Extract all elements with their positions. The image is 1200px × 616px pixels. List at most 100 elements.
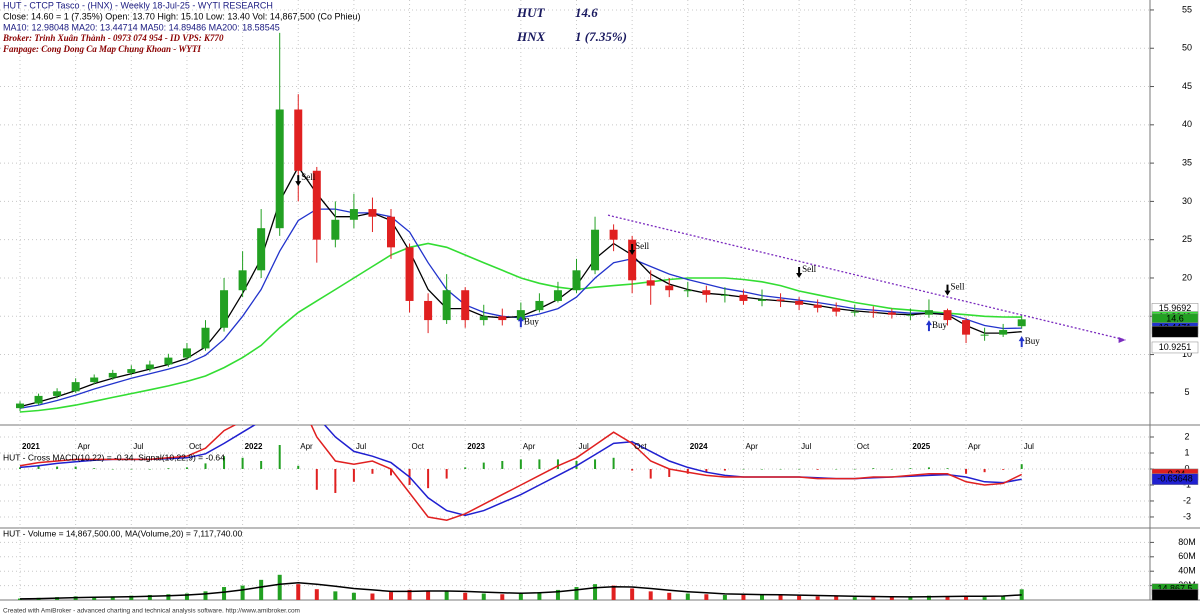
candle-body xyxy=(182,348,191,358)
candle-body xyxy=(294,109,303,171)
x-tick-label: 2024 xyxy=(690,442,708,451)
marks xyxy=(16,32,1126,600)
trendline xyxy=(607,214,1126,341)
candle-body xyxy=(349,209,358,220)
value-label: 7,117,74 xyxy=(1158,589,1192,599)
x-tick-label: Jul xyxy=(356,442,366,451)
x-tick-label: Apr xyxy=(523,442,536,451)
signal-label: Sell xyxy=(802,264,817,274)
volume-bar xyxy=(741,594,746,600)
volume-bar xyxy=(871,597,876,600)
value-label-box xyxy=(1151,325,1199,338)
candle-body xyxy=(609,229,618,240)
candle-body xyxy=(145,364,154,370)
volume-bar xyxy=(889,597,894,600)
candle-body xyxy=(108,372,117,378)
candle-body xyxy=(53,391,62,396)
x-tick-label: Jul xyxy=(579,442,589,451)
histogram-bar xyxy=(445,468,448,479)
volume-bar xyxy=(555,589,560,600)
y-tick-label: 2 xyxy=(1184,431,1189,441)
volume-bar xyxy=(277,574,282,600)
volume-bar xyxy=(778,594,783,600)
x-tick-label: 2022 xyxy=(245,442,263,451)
candle-body xyxy=(442,290,451,321)
histogram-bar xyxy=(798,468,801,470)
candle-body xyxy=(813,304,822,308)
histogram-bar xyxy=(278,444,281,469)
candle-body xyxy=(71,382,80,392)
candle-body xyxy=(999,330,1008,335)
volume-bar xyxy=(166,594,171,600)
histogram-bar xyxy=(464,467,467,469)
y-tick-label: 20 xyxy=(1182,272,1192,282)
value-label: -0.63648 xyxy=(1157,474,1193,484)
line xyxy=(19,581,1022,600)
candle-body xyxy=(387,216,395,248)
histogram-bar xyxy=(853,468,856,470)
histogram-bar xyxy=(705,468,708,473)
volume-bar xyxy=(184,593,189,600)
candle-body xyxy=(164,357,173,365)
histogram-bar xyxy=(761,468,763,470)
x-tick-label: Jul xyxy=(1024,442,1034,451)
candle-body xyxy=(331,219,340,240)
header-line: Fanpage: Cong Dong Ca Map Chung Khoan - … xyxy=(2,44,201,54)
x-tick-label: Apr xyxy=(968,442,981,451)
histogram-bar xyxy=(223,456,226,469)
histogram-bar xyxy=(501,460,504,469)
candle-body xyxy=(275,109,284,229)
volume-bar xyxy=(463,592,468,600)
y-tick-label: 35 xyxy=(1182,157,1192,167)
candle-body xyxy=(758,299,766,301)
volume-bar xyxy=(815,596,820,600)
histogram-bar xyxy=(74,466,77,469)
x-tick-label: Apr xyxy=(745,442,758,451)
volume-bar xyxy=(147,594,152,600)
histogram-bar xyxy=(594,459,597,469)
value-label: 10.9251 xyxy=(1159,342,1192,352)
histogram-bar xyxy=(111,468,114,470)
candle-body xyxy=(906,314,915,316)
header-line: HUT - CTCP Tasco - (HNX) - Weekly 18-Jul… xyxy=(3,0,273,10)
volume-bar xyxy=(926,595,931,600)
volume-bar xyxy=(574,587,579,600)
candle-body xyxy=(887,312,896,315)
volume-bar xyxy=(982,597,987,600)
histogram-bar xyxy=(390,468,392,476)
candle-body xyxy=(943,310,952,321)
volume-bar xyxy=(129,595,134,600)
x-tick-label: 2023 xyxy=(467,442,485,451)
histogram-bar xyxy=(612,457,615,469)
macd-title: HUT - Cross MACD(10,22) = -0.34, Signal(… xyxy=(3,452,225,462)
candle-body xyxy=(368,209,377,217)
candle-body xyxy=(16,403,24,409)
x-tick-label: Oct xyxy=(412,442,425,451)
volume-bar xyxy=(704,594,709,600)
candle-body xyxy=(479,316,488,321)
volume-bar xyxy=(500,594,505,600)
x-tick-label: Apr xyxy=(300,442,313,451)
volume-bar xyxy=(92,597,97,600)
histogram-bar xyxy=(185,467,188,469)
histogram-bar xyxy=(890,468,893,470)
y-tick-label: 50 xyxy=(1182,43,1192,53)
histogram-bar xyxy=(297,465,300,469)
header-line: MA10: 12.98048 MA20: 13.44714 MA50: 14.8… xyxy=(3,22,280,32)
x-tick-label: 2025 xyxy=(912,442,930,451)
y-tick-label: 25 xyxy=(1182,234,1192,244)
trendline-arrow xyxy=(1118,337,1126,343)
volume-bar xyxy=(797,595,802,600)
histogram-bar xyxy=(965,468,968,474)
value-label: 12.9805 xyxy=(1159,326,1192,336)
histogram-bar xyxy=(927,467,930,469)
candle-body xyxy=(795,300,804,305)
histogram-bar xyxy=(835,468,838,470)
volume-bar xyxy=(834,596,839,600)
signal-arrow xyxy=(944,284,951,296)
volume-bar xyxy=(240,585,245,600)
volume-bar xyxy=(389,592,393,600)
